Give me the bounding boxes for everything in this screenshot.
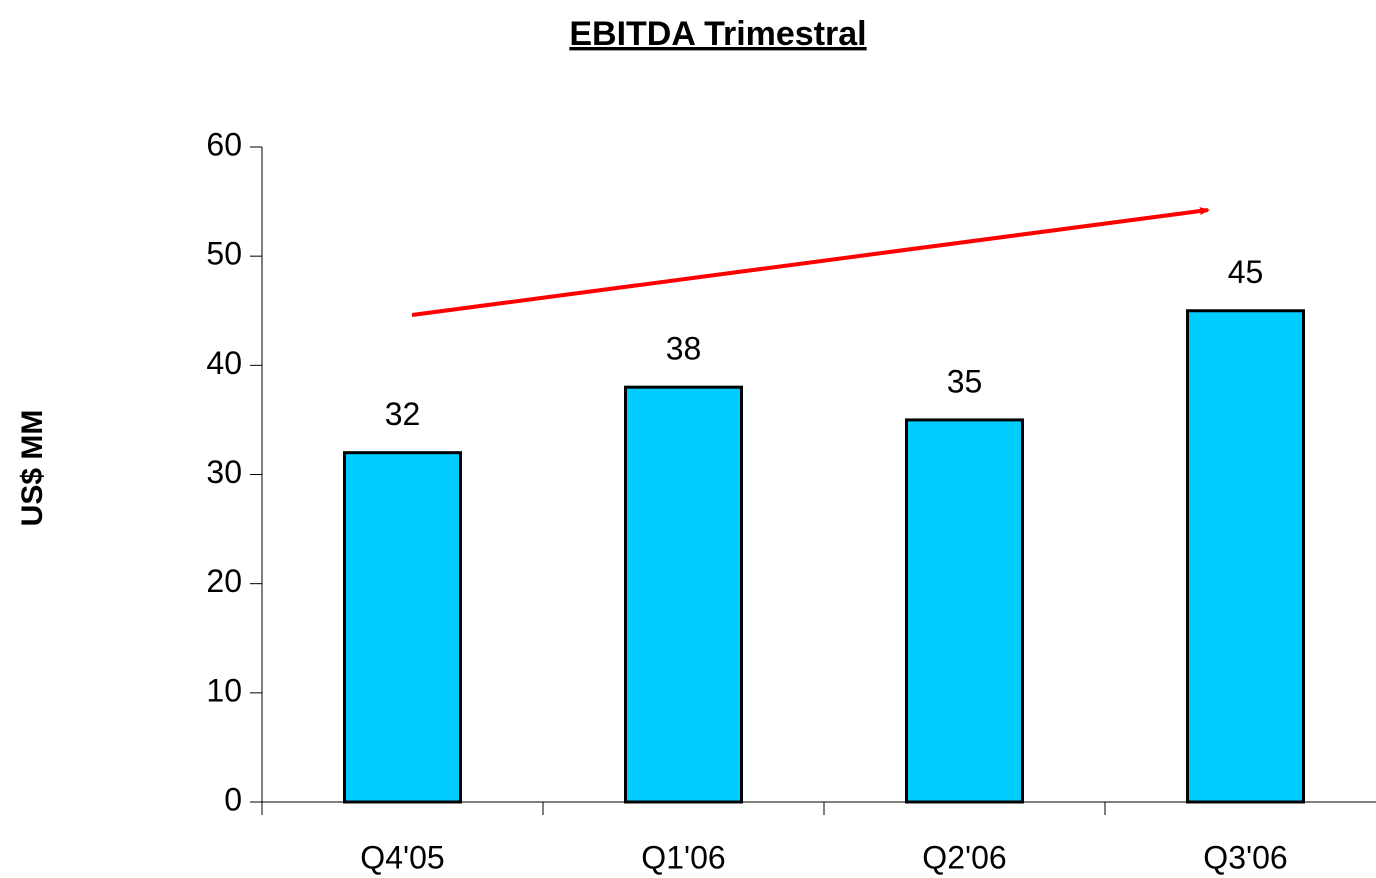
trend-arrow [411,207,1210,317]
y-tick-label: 0 [224,781,242,817]
x-tick-label: Q1'06 [641,839,725,875]
y-tick-label: 10 [206,672,242,708]
bar [905,418,1024,804]
y-tick-label: 50 [206,236,242,272]
value-label: 35 [947,363,983,399]
x-tick-label: Q4'05 [360,839,444,875]
y-tick-label: 40 [206,345,242,381]
y-tick-label: 20 [206,563,242,599]
bar [624,385,743,804]
y-tick-label: 30 [206,454,242,490]
value-label: 32 [385,396,421,432]
y-tick-label: 60 [206,126,242,162]
chart-title: EBITDA Trimestral [569,15,866,53]
bar [343,451,462,804]
x-tick-label: Q3'06 [1203,839,1287,875]
value-label: 38 [666,331,702,367]
x-tick-label: Q2'06 [922,839,1006,875]
bar [1186,309,1305,804]
y-axis-label: US$ MM [16,410,49,527]
value-label: 45 [1228,254,1264,290]
